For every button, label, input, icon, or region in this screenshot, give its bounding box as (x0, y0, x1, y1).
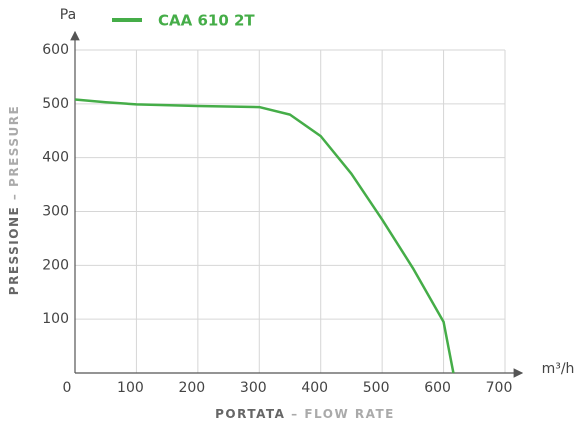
x-tick-label: 300 (240, 380, 267, 396)
y-tick-label: 200 (42, 257, 69, 273)
x-label: PORTATA – FLOW RATE (215, 407, 395, 421)
y-label: PRESSIONE – PRESSURE (7, 105, 21, 295)
x-tick-label: 100 (117, 380, 144, 396)
legend-label: CAA 610 2T (158, 12, 255, 30)
x-label-sub: – FLOW RATE (291, 407, 395, 421)
y-tick-label: 600 (42, 42, 69, 58)
curve (74, 98, 455, 374)
y-tick-label: 100 (42, 311, 69, 327)
x-tick-label: 200 (178, 380, 205, 396)
x-tick-label: 400 (301, 380, 328, 396)
x-label-main: PORTATA (215, 407, 285, 421)
y-unit: Pa (60, 7, 76, 23)
x-unit: m³/h (542, 361, 575, 377)
x-tick-label: 0 (63, 380, 72, 396)
y-tick-label: 300 (42, 204, 69, 220)
x-tick-label: 500 (363, 380, 390, 396)
x-tick-label: 700 (486, 380, 513, 396)
x-tick-label: 600 (424, 380, 451, 396)
y-label-main: PRESSIONE (7, 206, 21, 295)
y-label-sub: – PRESSURE (7, 105, 21, 200)
y-tick-label: 500 (42, 96, 69, 112)
y-tick-label: 400 (42, 150, 69, 166)
